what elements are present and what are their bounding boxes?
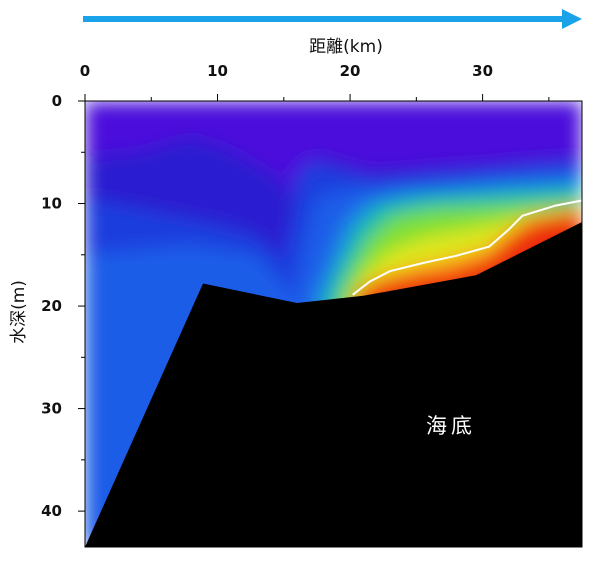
direction-arrow: [83, 9, 582, 29]
y-axis: 0 10 20 30 40: [41, 92, 85, 520]
y-tick-label: 10: [41, 195, 62, 213]
plot-area: [85, 101, 582, 547]
y-axis-title: 水深(m): [9, 280, 29, 344]
y-tick-label: 30: [41, 400, 62, 418]
direction-arrow-head: [562, 9, 582, 29]
y-tick-label: 40: [41, 502, 62, 520]
seabed-label: 海底: [426, 414, 476, 438]
seabed: [85, 222, 582, 547]
y-tick-label: 0: [52, 92, 62, 110]
x-axis: 0 10 20 30: [80, 62, 550, 101]
x-tick-label: 30: [472, 62, 493, 80]
contour-line: [352, 199, 582, 296]
x-tick-label: 10: [207, 62, 228, 80]
y-tick-label: 20: [41, 297, 62, 315]
x-tick-label: 0: [80, 62, 90, 80]
x-axis-title: 距離(km): [309, 37, 383, 57]
x-tick-label: 20: [340, 62, 361, 80]
plot-frame: [84, 100, 583, 548]
